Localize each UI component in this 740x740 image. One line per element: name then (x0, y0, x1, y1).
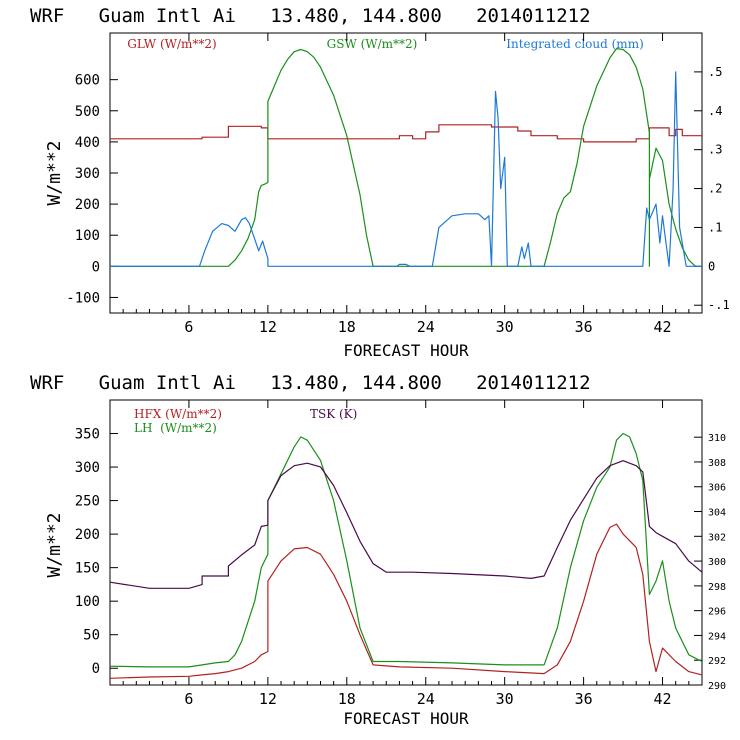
y2-tick-label: .5 (708, 65, 722, 79)
y-tick-label: 400 (75, 135, 100, 151)
legend-lh: LH (W/m**2) (134, 421, 217, 435)
bottom-plot-frame (109, 399, 703, 686)
y2-tick-label: .2 (708, 182, 722, 196)
x-tick-label: 30 (496, 318, 514, 336)
bottom-title: WRF Guam Intl Ai 13.480, 144.800 2014011… (30, 372, 591, 394)
y-tick-label: 300 (75, 460, 100, 476)
top-ylabel: W/m**2 (44, 140, 65, 205)
y-tick-label: 0 (92, 661, 100, 677)
y2-tick-label: .4 (708, 104, 722, 118)
series-line-cloud (110, 71, 702, 267)
top-title: WRF Guam Intl Ai 13.480, 144.800 2014011… (30, 5, 591, 27)
y-tick-label: 500 (75, 104, 100, 120)
top-plot-frame (109, 32, 703, 314)
y2-tick-label: 304 (708, 508, 726, 519)
x-tick-label: 42 (654, 690, 672, 708)
y2-tick-label: 310 (708, 433, 726, 444)
y-tick-label: -100 (66, 290, 100, 306)
y-tick-label: 150 (75, 561, 100, 577)
y-tick-label: 600 (75, 73, 100, 89)
series-line-gsw (110, 47, 702, 267)
top-axes: 6 12 18 24 30 36 42 -100 0 100 200 300 400 500 600 -.1 0… (66, 33, 730, 336)
y-tick-label: 0 (92, 259, 100, 275)
y2-tick-label: 306 (708, 483, 726, 494)
y-tick-label: 100 (75, 594, 100, 610)
y2-tick-label: 300 (708, 557, 726, 568)
y-tick-label: 300 (75, 166, 100, 182)
chart-top: WRF Guam Intl Ai 13.480, 144.800 2014011… (30, 5, 730, 360)
y2-tick-label: 302 (708, 532, 726, 543)
bottom-axes: 6 12 18 24 30 36 42 0 50 100 150 200 250 300 350 290 292… (75, 400, 726, 708)
series-line-glw (110, 124, 702, 143)
y2-tick-label: .1 (708, 220, 722, 234)
x-tick-label: 18 (338, 690, 356, 708)
y-tick-label: 50 (83, 628, 100, 644)
x-tick-label: 12 (259, 690, 277, 708)
y-tick-label: 350 (75, 427, 100, 443)
legend-tsk: TSK (K) (310, 407, 357, 421)
x-tick-label: 24 (417, 318, 435, 336)
x-tick-label: 6 (184, 318, 193, 336)
y2-tick-label: 290 (708, 681, 726, 692)
series-line-lh (109, 432, 703, 668)
legend-gsw: GSW (W/m**2) (327, 37, 418, 51)
legend-glw: GLW (W/m**2) (127, 37, 216, 51)
y2-tick-label: 298 (708, 582, 726, 593)
x-tick-label: 30 (496, 690, 514, 708)
x-tick-label: 12 (259, 318, 277, 336)
x-tick-label: 42 (654, 318, 672, 336)
series-line-hfx (109, 523, 703, 679)
top-series (110, 47, 702, 267)
y2-tick-label: 308 (708, 458, 726, 469)
chart-bottom: WRF Guam Intl Ai 13.480, 144.800 2014011… (30, 372, 726, 728)
series-line-tsk (109, 460, 703, 589)
x-tick-label: 6 (184, 690, 193, 708)
bottom-xlabel: FORECAST HOUR (343, 709, 469, 728)
x-tick-label: 36 (575, 690, 593, 708)
y-tick-label: 200 (75, 527, 100, 543)
y-tick-label: 100 (75, 228, 100, 244)
x-tick-label: 24 (417, 690, 435, 708)
legend-cloud: Integrated cloud (mm) (506, 37, 644, 51)
y2-tick-label: -.1 (708, 298, 730, 312)
y2-tick-label: .3 (708, 143, 722, 157)
bottom-ylabel: W/m**2 (44, 512, 65, 577)
top-xlabel: FORECAST HOUR (343, 341, 469, 360)
bottom-series (109, 432, 703, 679)
y2-tick-label: 294 (708, 631, 726, 642)
y2-tick-label: 292 (708, 656, 726, 667)
y-tick-label: 200 (75, 197, 100, 213)
y-tick-label: 250 (75, 494, 100, 510)
y2-tick-label: 296 (708, 607, 726, 618)
legend-hfx: HFX (W/m**2) (134, 407, 222, 421)
x-tick-label: 36 (575, 318, 593, 336)
x-tick-label: 18 (338, 318, 356, 336)
y2-tick-label: 0 (708, 259, 715, 273)
